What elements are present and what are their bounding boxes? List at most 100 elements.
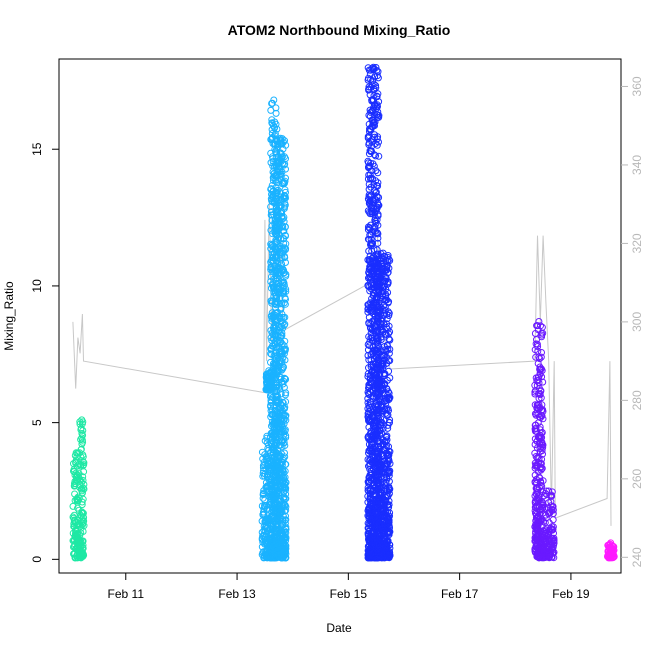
data-point <box>277 139 285 147</box>
data-point <box>385 467 393 475</box>
x-tick-label: Feb 17 <box>441 587 479 601</box>
data-point <box>275 422 283 430</box>
data-point <box>78 519 85 527</box>
data-point <box>365 180 373 188</box>
y-right-tick-label: 280 <box>630 390 644 410</box>
data-point <box>537 322 544 330</box>
data-point <box>538 406 546 414</box>
data-point <box>272 316 280 324</box>
data-point <box>379 493 386 501</box>
data-point <box>533 401 541 409</box>
data-point <box>274 269 282 277</box>
data-point <box>274 199 282 207</box>
data-point <box>366 541 373 549</box>
data-point <box>382 438 390 446</box>
data-point <box>371 216 379 224</box>
data-point <box>280 235 288 242</box>
data-point <box>364 282 372 290</box>
data-point <box>281 252 288 260</box>
data-point <box>280 435 288 443</box>
data-point <box>273 514 281 522</box>
data-point <box>534 520 541 528</box>
data-point <box>280 342 288 350</box>
data-point <box>383 452 391 460</box>
data-point <box>375 152 383 160</box>
y-tick-label: 10 <box>30 279 44 293</box>
data-point <box>376 394 384 402</box>
data-point <box>365 193 373 201</box>
data-point <box>374 234 382 242</box>
data-point <box>531 390 539 398</box>
data-point <box>365 85 373 93</box>
data-point <box>535 318 543 325</box>
data-point <box>280 469 288 477</box>
data-point <box>77 511 85 519</box>
y-right-tick-label: 340 <box>630 155 644 175</box>
data-point <box>365 477 373 485</box>
data-point <box>281 201 289 209</box>
data-point <box>545 553 553 561</box>
data-point <box>376 532 384 540</box>
data-point <box>280 299 288 307</box>
data-point <box>366 324 374 332</box>
data-point <box>532 424 540 432</box>
data-point <box>368 334 376 342</box>
data-point <box>273 343 281 351</box>
x-tick-label: Feb 19 <box>552 587 590 601</box>
data-point <box>373 466 381 473</box>
data-point <box>267 401 275 409</box>
data-point <box>69 502 77 510</box>
data-point <box>534 377 542 384</box>
data-point <box>368 116 376 124</box>
data-point <box>364 207 372 215</box>
data-point <box>278 331 286 339</box>
data-point <box>376 274 383 282</box>
data-point <box>277 134 284 142</box>
data-point <box>276 350 284 358</box>
data-point <box>259 489 267 497</box>
data-point <box>380 518 387 526</box>
data-point <box>383 341 391 349</box>
y-axis-label: Mixing_Ratio <box>2 281 16 351</box>
data-point <box>368 441 376 449</box>
data-point <box>377 507 385 514</box>
data-point <box>535 373 543 381</box>
data-point <box>272 482 279 490</box>
data-point <box>542 487 550 495</box>
data-point <box>545 487 553 495</box>
data-point <box>375 490 383 498</box>
data-point <box>280 428 288 436</box>
data-point <box>275 288 283 296</box>
data-point <box>371 224 379 232</box>
data-point <box>537 365 545 373</box>
data-point <box>545 509 553 516</box>
data-point <box>373 389 381 397</box>
data-point <box>376 385 384 393</box>
data-point <box>384 539 391 547</box>
data-point <box>274 284 282 292</box>
data-point <box>70 550 78 558</box>
data-point <box>374 212 382 220</box>
data-point <box>385 349 393 357</box>
data-point <box>382 399 390 407</box>
data-points-layer <box>69 63 618 562</box>
data-point <box>381 330 389 338</box>
data-point <box>281 186 289 194</box>
data-point <box>374 293 382 301</box>
data-point <box>372 428 380 436</box>
data-point <box>366 533 374 541</box>
data-point <box>383 296 391 304</box>
data-point <box>384 421 392 429</box>
data-point <box>369 542 376 550</box>
data-point <box>383 385 391 393</box>
data-point <box>78 420 86 428</box>
data-point <box>537 411 545 419</box>
data-point <box>379 362 387 370</box>
data-point <box>543 546 551 553</box>
data-point <box>272 172 280 179</box>
data-point <box>70 465 78 473</box>
data-point <box>71 517 79 524</box>
data-point <box>539 378 547 386</box>
data-point <box>378 525 386 533</box>
